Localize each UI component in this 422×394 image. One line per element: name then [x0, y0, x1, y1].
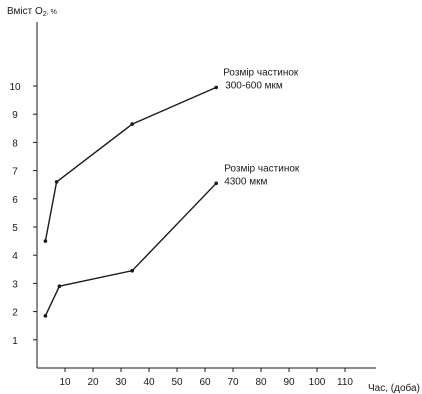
series-2-line	[44, 182, 217, 317]
x-tick-label: 50	[171, 377, 183, 388]
x-tick-label: 100	[309, 377, 326, 388]
x-tick-label: 80	[255, 377, 267, 388]
y-axis-label-subscript: 2	[43, 11, 47, 18]
series-2-point	[43, 314, 48, 318]
series-2-label: 4300 мкм	[224, 176, 267, 187]
y-tick-label: 9	[12, 110, 18, 121]
series-labels: Розмір частинок 300-600 мкм Розмір частино…	[223, 67, 300, 187]
y-tick-label: 7	[12, 167, 18, 178]
series-2-point	[57, 284, 62, 289]
x-tick-label: 10	[59, 377, 71, 388]
y-tick-label: 4	[12, 251, 18, 262]
series-1-point	[130, 122, 134, 126]
y-tick-label: 2	[12, 308, 18, 319]
axis-ticks: 10 20 30 40 50 60 70 80 90 100 110 1 2 3 4 5 6 7 8 9 10	[9, 82, 353, 388]
y-tick-label: 10	[9, 82, 21, 93]
x-tick-label: 90	[283, 377, 295, 388]
series-group	[43, 85, 218, 318]
series-2-point	[214, 181, 218, 186]
x-tick-label: 70	[227, 377, 239, 388]
series-1-point	[214, 85, 218, 90]
y-axis-label-main: Вміст O	[7, 6, 43, 17]
x-tick-label: 40	[143, 377, 155, 388]
x-axis-label: Час, (доба)	[368, 382, 420, 394]
series-1-point	[43, 239, 48, 243]
x-tick-label: 110	[337, 377, 353, 388]
x-tick-label: 20	[87, 377, 99, 388]
series-2-point	[130, 268, 134, 273]
y-tick-label: 6	[12, 195, 18, 206]
series-1-line	[44, 86, 217, 242]
y-tick-label: 1	[12, 336, 18, 347]
x-tick-label: 30	[115, 377, 127, 388]
series-2-label: Розмір частинок	[224, 163, 300, 174]
y-axis-label: Вміст O2, %	[7, 6, 57, 18]
y-tick-label: 3	[12, 279, 18, 290]
y-axis-label-unit: , %	[47, 9, 57, 16]
series-1-label: 300-600 мкм	[225, 80, 283, 91]
x-tick-label: 60	[199, 377, 211, 388]
y-tick-label: 5	[12, 223, 18, 234]
series-1-label: Розмір частинок	[223, 67, 299, 78]
series-1-point	[54, 180, 59, 184]
chart-axes	[36, 22, 376, 369]
y-tick-label: 8	[12, 138, 18, 149]
